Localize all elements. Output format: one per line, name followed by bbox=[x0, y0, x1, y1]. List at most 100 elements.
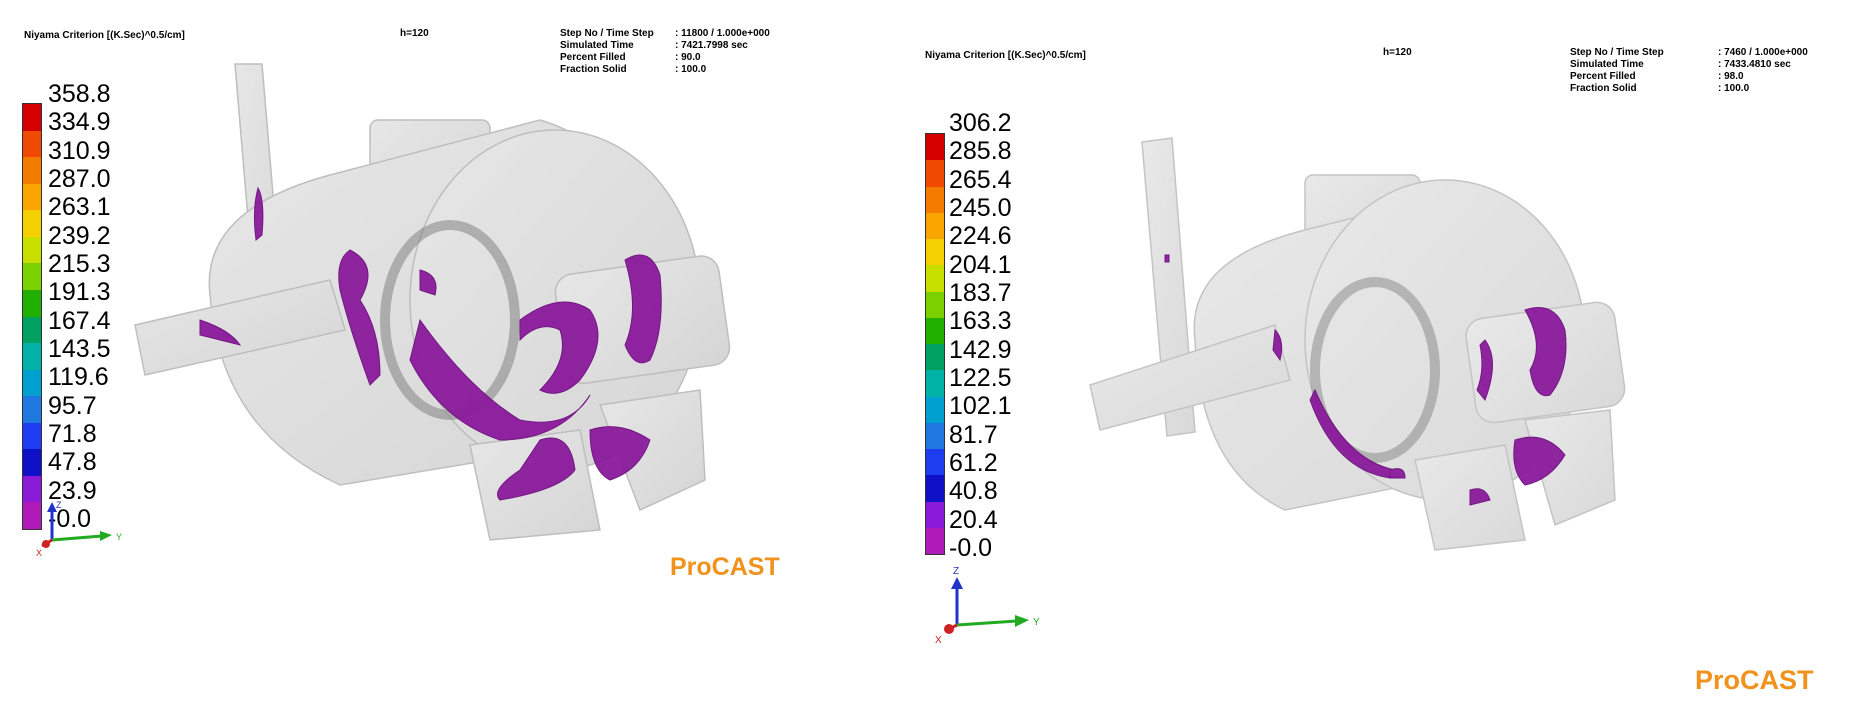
z-axis-label: Z bbox=[56, 500, 62, 510]
info-key: Fraction Solid bbox=[560, 64, 627, 75]
info-value: : 7460 / 1.000e+000 bbox=[1718, 47, 1808, 58]
info-value: : 100.0 bbox=[675, 64, 707, 75]
color-swatch bbox=[23, 104, 41, 131]
scale-tick: 224.6 bbox=[949, 222, 1012, 251]
color-swatch bbox=[23, 157, 41, 184]
info-value: : 7421.7998 sec bbox=[675, 40, 748, 51]
h-label: h=120 bbox=[1383, 47, 1412, 58]
color-swatch bbox=[23, 210, 41, 237]
color-swatch bbox=[23, 183, 41, 211]
casting-model-render-left bbox=[134, 63, 731, 541]
color-scale-ticks: 358.8 334.9 310.9 287.0 263.1 239.2 215.… bbox=[48, 82, 111, 532]
scale-tick: 287.0 bbox=[48, 164, 111, 193]
scale-tick: 20.4 bbox=[949, 505, 998, 534]
color-swatch bbox=[23, 502, 41, 529]
color-swatch bbox=[926, 317, 944, 344]
scale-tick: 61.2 bbox=[949, 448, 998, 477]
result-title: Niyama Criterion [(K.Sec)^0.5/cm] bbox=[925, 50, 1086, 61]
scale-tick: 334.9 bbox=[48, 108, 111, 137]
color-swatch bbox=[926, 501, 944, 528]
color-scale-bar bbox=[925, 133, 945, 555]
info-key: Fraction Solid bbox=[1570, 83, 1637, 94]
axis-triad: Z Y X bbox=[36, 500, 122, 558]
color-swatch bbox=[926, 212, 944, 239]
color-swatch bbox=[926, 449, 944, 476]
info-row: Simulated Time: 7433.4810 sec bbox=[1570, 59, 1808, 71]
info-key: Simulated Time bbox=[560, 40, 634, 51]
z-axis-arrow bbox=[951, 577, 963, 589]
color-swatch bbox=[926, 370, 944, 397]
color-swatch bbox=[23, 369, 41, 397]
color-swatch bbox=[926, 186, 944, 213]
scale-tick: 215.3 bbox=[48, 249, 111, 278]
h-label: h=120 bbox=[400, 28, 429, 39]
info-value: : 11800 / 1.000e+000 bbox=[675, 28, 770, 39]
scale-tick: -0.0 bbox=[949, 533, 993, 562]
info-row: Percent Filled: 90.0 bbox=[560, 52, 770, 64]
scale-tick: 167.4 bbox=[48, 306, 111, 335]
info-key: Step No / Time Step bbox=[1570, 47, 1664, 58]
color-swatch bbox=[23, 289, 41, 317]
x-axis-marker bbox=[944, 624, 954, 634]
scale-tick: 142.9 bbox=[949, 335, 1012, 364]
scale-tick: 183.7 bbox=[949, 278, 1012, 307]
scale-tick: 306.2 bbox=[949, 109, 1012, 137]
z-axis-arrow bbox=[47, 502, 57, 512]
scale-tick: 122.5 bbox=[949, 363, 1012, 392]
color-swatch bbox=[926, 291, 944, 318]
scale-tick: 310.9 bbox=[48, 136, 111, 165]
color-swatch bbox=[23, 316, 41, 344]
color-scale-bar bbox=[22, 103, 42, 530]
y-axis-arrow bbox=[100, 531, 112, 541]
color-swatch bbox=[926, 422, 944, 449]
scale-tick: 23.9 bbox=[48, 476, 97, 505]
color-swatch bbox=[23, 449, 41, 476]
scale-tick: 47.8 bbox=[48, 448, 97, 477]
scale-tick: 102.1 bbox=[949, 392, 1012, 421]
x-axis-marker bbox=[42, 540, 50, 548]
info-row: Step No / Time Step : 11800 / 1.000e+000 bbox=[560, 28, 770, 40]
color-swatch bbox=[23, 343, 41, 370]
color-scale-ticks: 306.2 285.8 265.4 245.0 224.6 204.1 183.… bbox=[949, 111, 1012, 561]
scale-tick: 163.3 bbox=[949, 307, 1012, 336]
y-axis-label: Y bbox=[116, 532, 122, 542]
color-swatch bbox=[926, 344, 944, 371]
x-axis-label: X bbox=[36, 548, 42, 558]
info-row: Fraction Solid : 100.0 bbox=[560, 64, 770, 76]
scale-tick: 191.3 bbox=[48, 278, 111, 307]
simulation-info: Step No / Time Step: 11800 / 1.000e+000 … bbox=[560, 28, 770, 76]
info-row: Simulated Time : 7421.7998 sec bbox=[560, 40, 770, 52]
y-axis-line bbox=[956, 619, 1018, 627]
color-swatch bbox=[23, 130, 41, 158]
info-value: : 98.0 bbox=[1718, 71, 1744, 82]
info-value: : 100.0 bbox=[1718, 83, 1750, 94]
info-key: Simulated Time bbox=[1570, 59, 1644, 70]
color-swatch bbox=[23, 475, 41, 503]
scale-tick: 245.0 bbox=[949, 193, 1012, 222]
color-swatch bbox=[23, 422, 41, 450]
scale-tick: 204.1 bbox=[949, 250, 1012, 279]
color-swatch bbox=[926, 265, 944, 292]
scale-tick: 358.8 bbox=[48, 80, 111, 108]
simulation-panel-left: Niyama Criterion [(K.Sec)^0.5/cm] h=120 … bbox=[0, 0, 925, 717]
color-swatch bbox=[926, 239, 944, 266]
procast-logo: ProCAST bbox=[1695, 665, 1814, 695]
scale-tick: 265.4 bbox=[949, 165, 1012, 194]
info-row: Step No / Time Step : 7460 / 1.000e+000 bbox=[1570, 47, 1808, 59]
scale-tick: 119.6 bbox=[48, 363, 109, 392]
color-swatch bbox=[926, 527, 944, 554]
procast-logo: ProCAST bbox=[670, 553, 780, 581]
casting-model-render-right bbox=[1089, 137, 1626, 551]
scale-tick: 40.8 bbox=[949, 477, 998, 506]
scale-tick: 81.7 bbox=[949, 420, 998, 449]
axis-triad: Z Y X bbox=[935, 566, 1040, 645]
scale-tick: 71.8 bbox=[48, 419, 97, 448]
info-row: Fraction Solid : 100.0 bbox=[1570, 83, 1808, 95]
info-key: Step No / Time Step bbox=[560, 28, 654, 39]
color-swatch bbox=[23, 263, 41, 290]
y-axis-line bbox=[51, 534, 103, 542]
info-key: Percent Filled bbox=[560, 52, 626, 63]
color-swatch bbox=[926, 396, 944, 423]
z-axis-label: Z bbox=[953, 566, 959, 577]
color-swatch bbox=[926, 160, 944, 187]
